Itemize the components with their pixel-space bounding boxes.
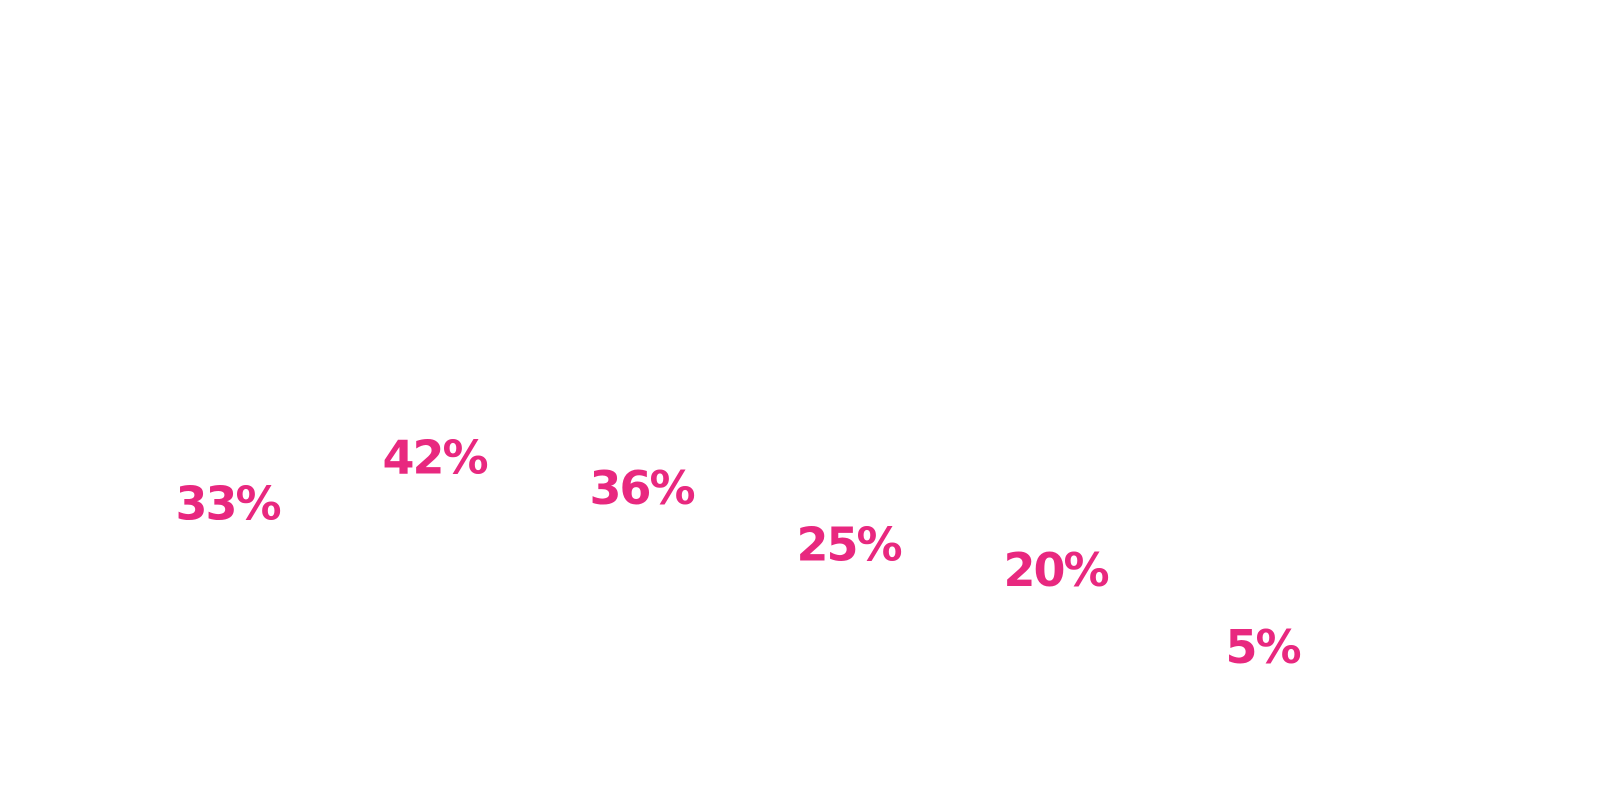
value-label: 5% [1225,620,1300,674]
value-label: 25% [796,518,901,572]
value-label: 42% [382,430,487,484]
value-label: 33% [175,477,280,531]
value-label: 20% [1003,543,1108,597]
value-label: 36% [589,461,694,515]
